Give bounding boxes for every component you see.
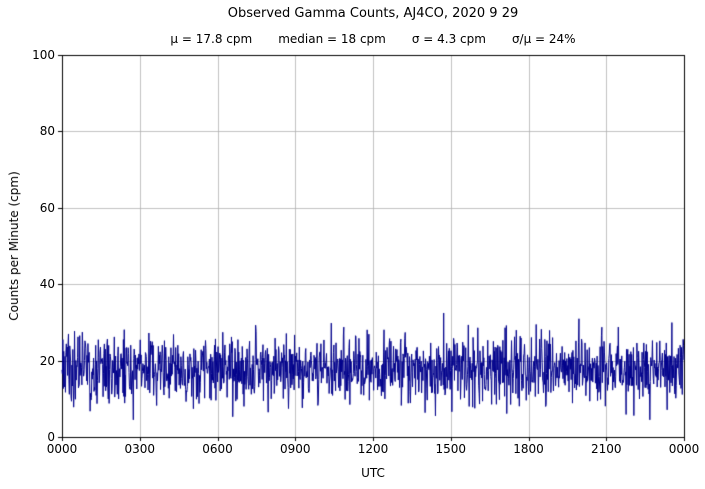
x-tick-label: 1200 xyxy=(357,442,389,456)
y-tick-label: 80 xyxy=(39,124,55,139)
y-tick-label: 20 xyxy=(39,353,55,368)
x-tick-label: 1500 xyxy=(435,442,467,456)
stat-mean: μ = 17.8 cpm xyxy=(170,32,253,46)
y-axis-label: Counts per Minute (cpm) xyxy=(7,171,21,321)
y-tick-label: 40 xyxy=(39,277,55,292)
x-axis-label: UTC xyxy=(361,466,385,480)
y-tick-label: 0 xyxy=(47,430,55,444)
stat-sigma: σ = 4.3 cpm xyxy=(411,32,486,46)
y-tick-label: 100 xyxy=(32,48,55,62)
stat-sigma-mu-ratio: σ/μ = 24% xyxy=(511,32,576,46)
stat-median: median = 18 cpm xyxy=(278,32,386,46)
y-tick-label: 60 xyxy=(39,200,55,215)
chart-stats-subtitle: μ = 17.8 cpm median = 18 cpm σ = 4.3 cpm… xyxy=(62,32,684,46)
x-tick-label: 0900 xyxy=(279,442,311,456)
x-tick-label: 2100 xyxy=(590,442,622,456)
x-tick-label: 0600 xyxy=(202,442,233,456)
x-tick-label: 0000 xyxy=(46,442,78,456)
x-tick-label: 1800 xyxy=(513,442,544,456)
x-tick-label: 0300 xyxy=(124,442,156,456)
x-tick-label: 0000 xyxy=(668,442,700,456)
chart-title: Observed Gamma Counts, AJ4CO, 2020 9 29 xyxy=(227,6,519,21)
